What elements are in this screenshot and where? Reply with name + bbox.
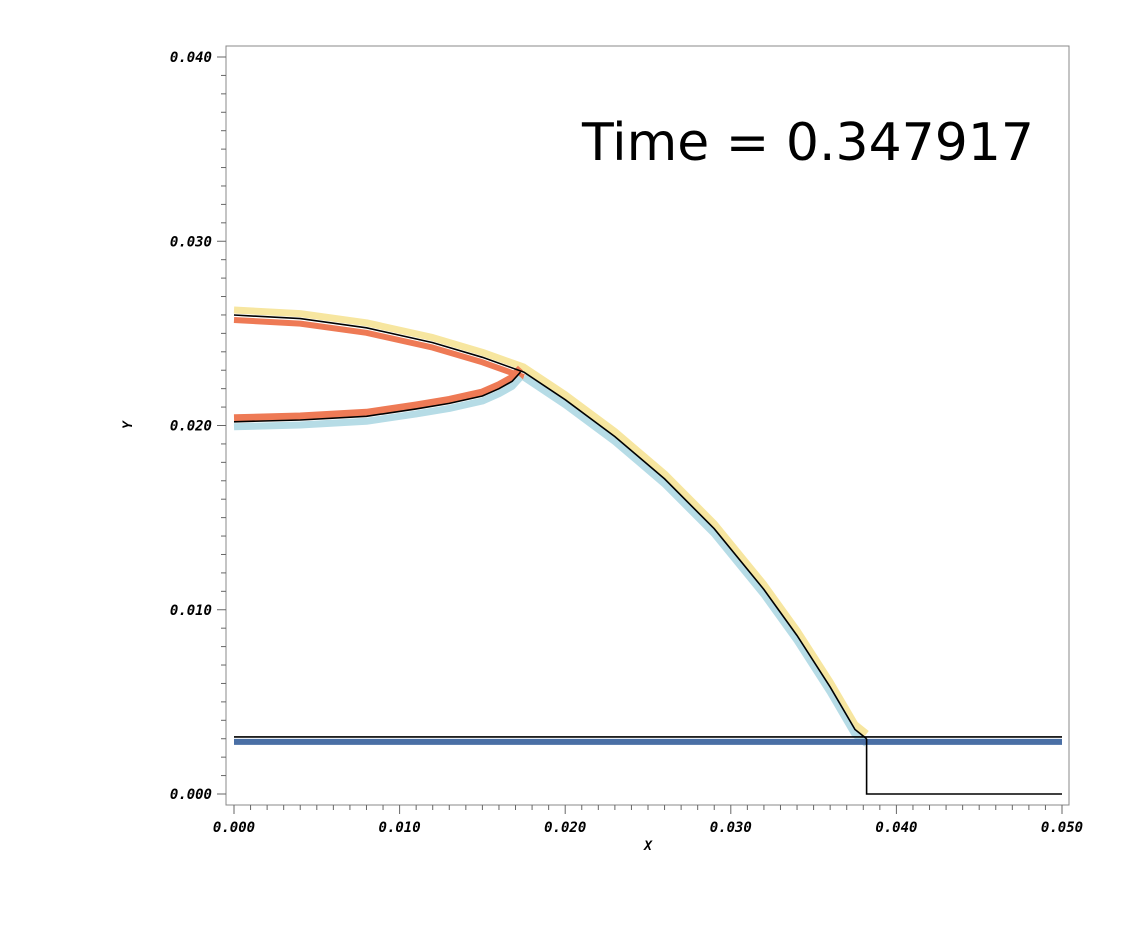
x-tick-label: 0.000 xyxy=(213,820,255,836)
shock-front-curve xyxy=(233,314,868,740)
ticks-layer xyxy=(217,56,1063,814)
x-tick-label: 0.050 xyxy=(1041,820,1083,836)
tick-labels-layer: 0.000 0.010 0.020 0.030 0.040 0.050 0.000 0.010… xyxy=(170,50,1083,836)
plot-frame xyxy=(225,45,1070,806)
y-tick-label: 0.020 xyxy=(170,419,212,435)
jet-curve xyxy=(233,371,522,423)
y-tick-label: 0.030 xyxy=(170,234,212,250)
x-tick-label: 0.020 xyxy=(544,820,586,836)
bands-layer xyxy=(233,306,1062,747)
curves-layer xyxy=(233,314,1062,795)
time-annotation: Time = 0.347917 xyxy=(581,113,1034,173)
y-tick-label: 0.000 xyxy=(170,787,212,803)
step-line xyxy=(865,738,1062,795)
x-tick-label: 0.040 xyxy=(875,820,917,836)
upper-jet-band xyxy=(233,317,525,380)
jet-lower-band xyxy=(233,374,524,431)
y-tick-label: 0.010 xyxy=(170,603,212,619)
x-tick-label: 0.010 xyxy=(379,820,421,836)
x-axis-label: X xyxy=(643,839,653,854)
y-tick-label: 0.040 xyxy=(170,50,212,66)
x-tick-label: 0.030 xyxy=(710,820,752,836)
shock-upper-band xyxy=(233,306,869,737)
shock-lower-band xyxy=(521,374,869,747)
y-axis-label: Y xyxy=(121,420,136,429)
lower-jet-band xyxy=(233,365,524,422)
